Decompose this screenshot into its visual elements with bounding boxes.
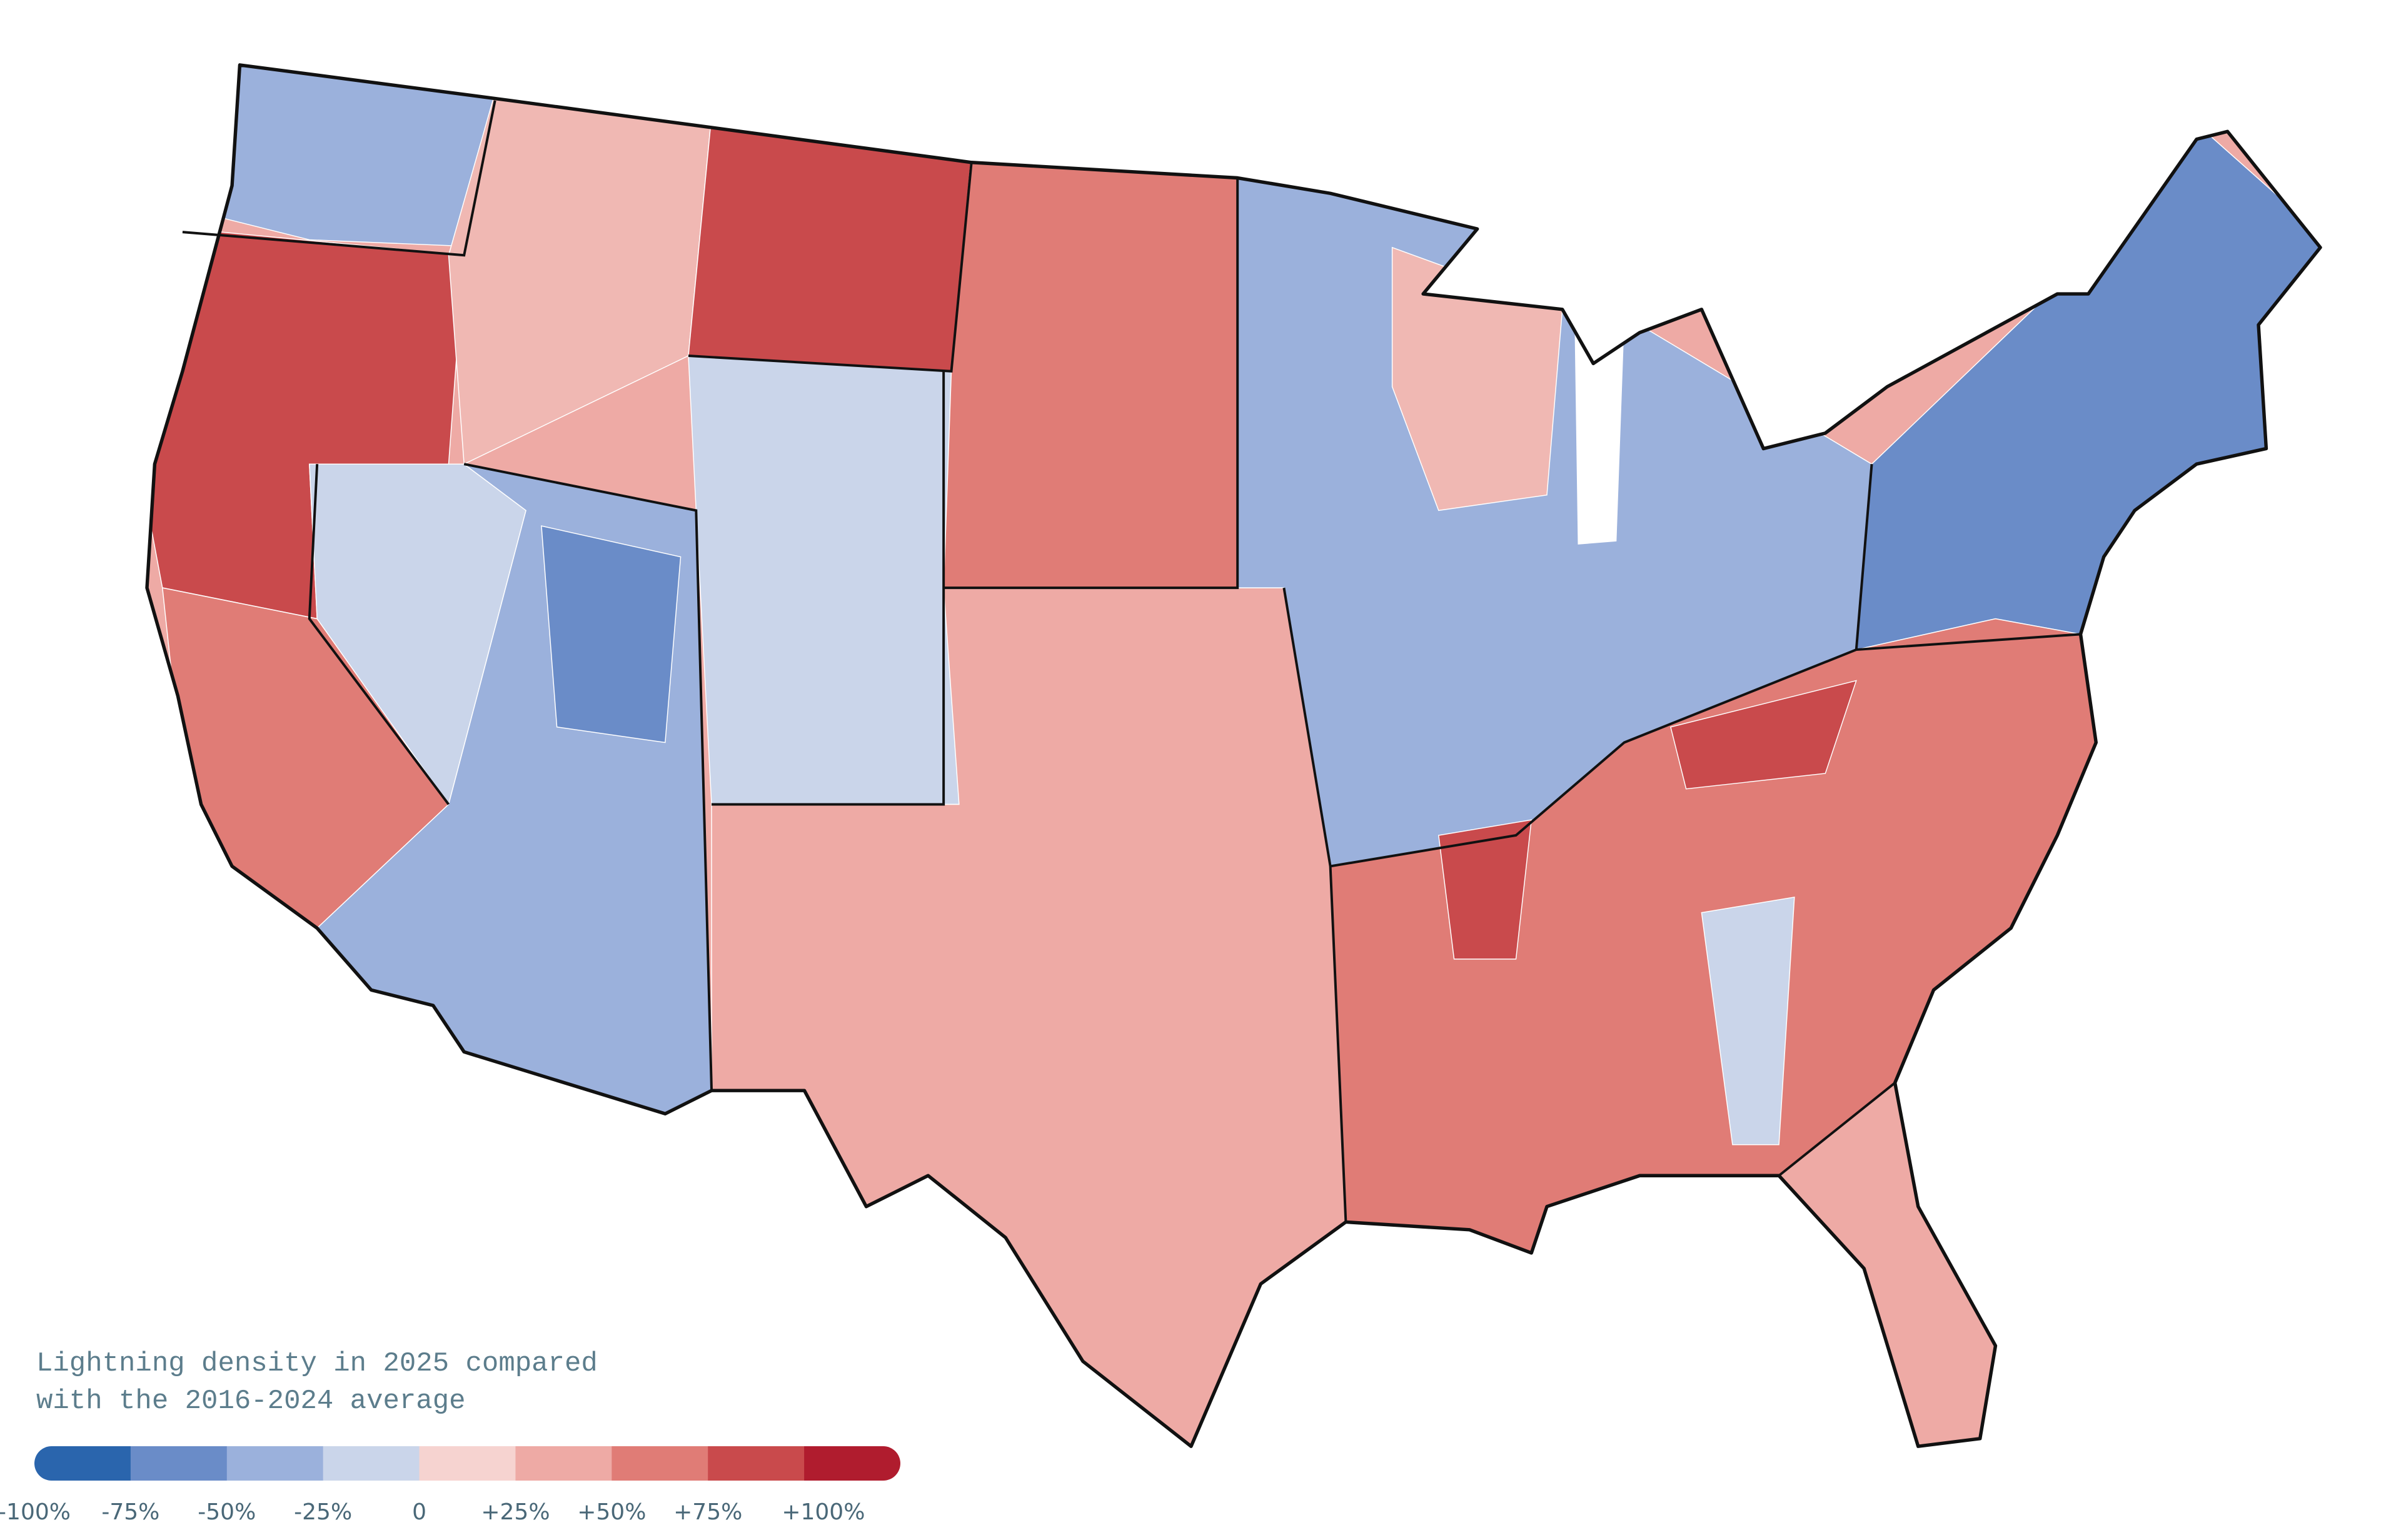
legend-swatch	[323, 1446, 420, 1481]
legend-tick-label: -75%	[101, 1499, 159, 1525]
legend-title: Lightning density in 2025 compared	[36, 1348, 598, 1379]
legend-swatch	[515, 1446, 612, 1481]
state-borders	[182, 100, 2081, 1222]
legend: Lightning density in 2025 compared with …	[0, 1348, 900, 1525]
region	[688, 355, 960, 805]
border	[944, 178, 1239, 590]
border	[308, 464, 450, 805]
border	[1282, 587, 1347, 1222]
legend-tick-label: +50%	[577, 1499, 646, 1525]
legend-swatch	[804, 1446, 900, 1481]
legend-title: with the 2016-2024 average	[36, 1386, 466, 1417]
border	[712, 371, 945, 806]
border	[1855, 464, 1873, 650]
legend-tick-label: -50%	[198, 1499, 256, 1525]
region	[1437, 819, 1533, 960]
border	[1778, 1082, 1896, 1177]
legend-swatch	[419, 1446, 516, 1481]
legend-swatch	[612, 1446, 708, 1481]
legend-swatch	[708, 1446, 805, 1481]
legend-tick-label: +100%	[782, 1499, 865, 1525]
legend-bar	[34, 1446, 900, 1481]
border	[182, 100, 496, 257]
legend-tick-label: -25%	[294, 1499, 352, 1525]
legend-tick-label: +75%	[673, 1499, 742, 1525]
legend-swatch	[226, 1446, 324, 1481]
region	[688, 115, 972, 372]
legend-tick-label: -100%	[0, 1499, 71, 1525]
legend-swatch	[34, 1446, 131, 1481]
region	[943, 154, 1238, 588]
border	[463, 463, 713, 1091]
legend-tick-label: +25%	[481, 1499, 550, 1525]
legend-swatch	[130, 1446, 228, 1481]
lake	[1574, 325, 1624, 545]
region	[1701, 897, 1795, 1145]
border	[688, 162, 973, 373]
region	[541, 525, 682, 743]
border	[1330, 633, 2081, 868]
region	[1670, 680, 1857, 790]
legend-tick-label: 0	[412, 1499, 426, 1525]
